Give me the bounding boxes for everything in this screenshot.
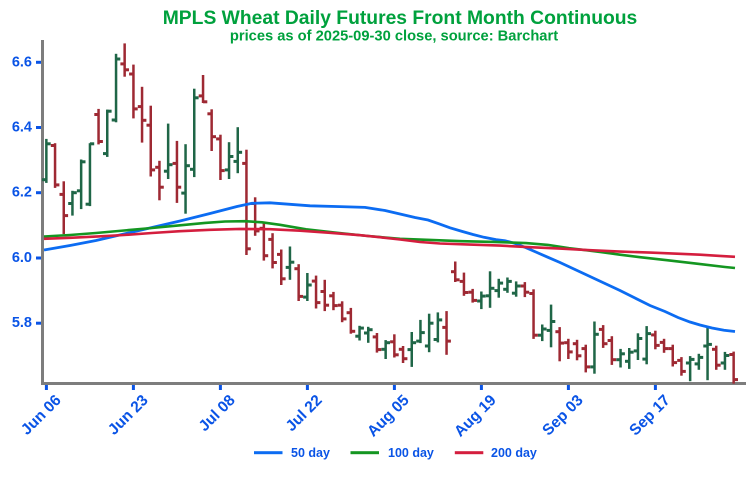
svg-text:prices as of 2025-09-30 close,: prices as of 2025-09-30 close, source: B… xyxy=(230,29,558,45)
svg-text:5.8: 5.8 xyxy=(12,315,32,331)
svg-text:MPLS Wheat Daily Futures Front: MPLS Wheat Daily Futures Front Month Con… xyxy=(163,8,638,29)
svg-text:200 day: 200 day xyxy=(491,446,537,460)
svg-text:6.6: 6.6 xyxy=(12,54,32,70)
svg-text:50 day: 50 day xyxy=(291,446,330,460)
svg-text:6.0: 6.0 xyxy=(12,250,32,266)
svg-text:6.2: 6.2 xyxy=(12,185,32,201)
svg-text:100 day: 100 day xyxy=(388,446,434,460)
svg-text:6.4: 6.4 xyxy=(12,120,32,136)
